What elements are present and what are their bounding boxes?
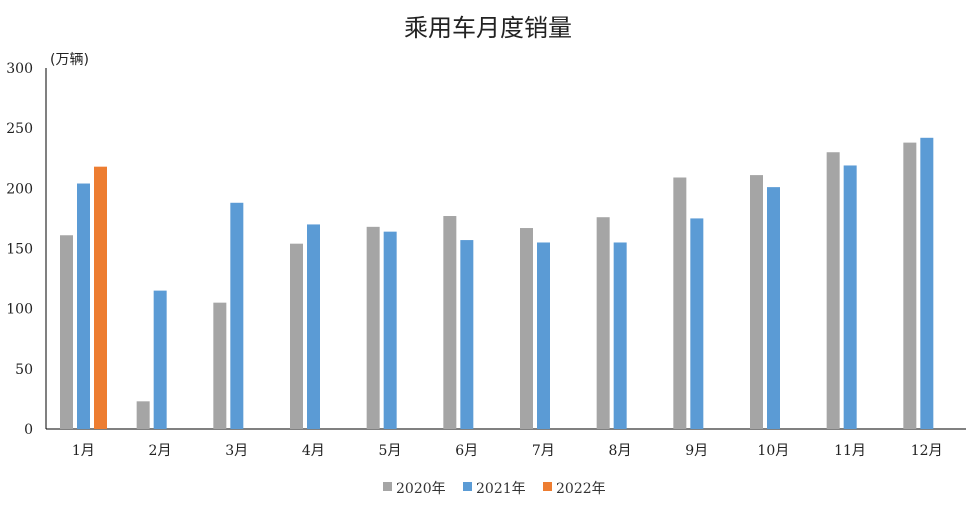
bar-2022年-1月	[94, 166, 107, 429]
bar-2020年-2月	[136, 401, 150, 429]
bar-2020年-1月	[60, 235, 73, 429]
x-tick-label: 8月	[609, 443, 632, 459]
legend: 2020年 2021年 2022年	[383, 481, 606, 497]
legend-swatch	[543, 482, 552, 491]
bar-2020年-6月	[443, 216, 457, 429]
bar-2020年-8月	[596, 217, 610, 429]
bar-2020年-10月	[750, 175, 763, 429]
x-tick-label: 2月	[149, 443, 172, 459]
legend-swatch	[383, 482, 392, 491]
x-tick-label: 4月	[302, 443, 325, 459]
bar-2021年-12月	[920, 137, 934, 429]
y-tick-label: 50	[15, 362, 33, 378]
legend-swatch	[463, 482, 472, 491]
bar-2021年-9月	[690, 218, 704, 429]
bar-2020年-12月	[903, 142, 917, 429]
x-tick-label: 12月	[911, 443, 943, 459]
bar-2021年-6月	[460, 240, 474, 429]
y-tick-label: 300	[6, 61, 33, 77]
legend-label: 2020年	[396, 481, 446, 497]
y-tick-label: 200	[6, 181, 33, 197]
bar-2021年-5月	[383, 231, 397, 429]
legend-label: 2022年	[556, 481, 606, 497]
bar-2021年-8月	[613, 242, 627, 429]
x-tick-label: 6月	[455, 443, 478, 459]
y-tick-label: 150	[6, 242, 33, 258]
x-tick-label: 9月	[685, 443, 708, 459]
bar-2021年-4月	[307, 224, 320, 429]
y-axis-unit-label: (万辆)	[50, 52, 89, 68]
chart-title: 乘用车月度销量	[404, 14, 572, 42]
bar-2021年-10月	[767, 187, 780, 429]
y-axis-ticks: 0 50 100 150 200 250 300	[6, 61, 33, 438]
legend-label: 2021年	[476, 481, 526, 497]
x-tick-label: 11月	[834, 443, 866, 459]
bar-2021年-2月	[153, 290, 167, 429]
y-tick-label: 0	[24, 422, 33, 438]
x-tick-label: 1月	[72, 443, 95, 459]
x-tick-label: 10月	[757, 443, 789, 459]
y-tick-label: 250	[6, 121, 33, 137]
bar-2021年-11月	[843, 165, 857, 429]
x-tick-label: 5月	[379, 443, 402, 459]
bar-2021年-7月	[537, 242, 550, 429]
bar-2021年-1月	[77, 183, 90, 429]
bar-2020年-9月	[673, 177, 687, 429]
x-axis-ticks: 1月 2月 3月 4月 5月 6月 7月 8月 9月 10月 11月 12月	[72, 443, 943, 459]
bar-2020年-11月	[826, 152, 840, 429]
bar-2020年-7月	[520, 228, 533, 429]
bar-series	[60, 137, 934, 429]
y-tick-label: 100	[6, 302, 33, 318]
bar-2020年-4月	[290, 243, 303, 429]
bar-2021年-3月	[230, 202, 244, 429]
bar-2020年-3月	[213, 302, 227, 429]
x-tick-label: 7月	[532, 443, 555, 459]
bar-2020年-5月	[366, 226, 380, 429]
x-tick-label: 3月	[225, 443, 248, 459]
